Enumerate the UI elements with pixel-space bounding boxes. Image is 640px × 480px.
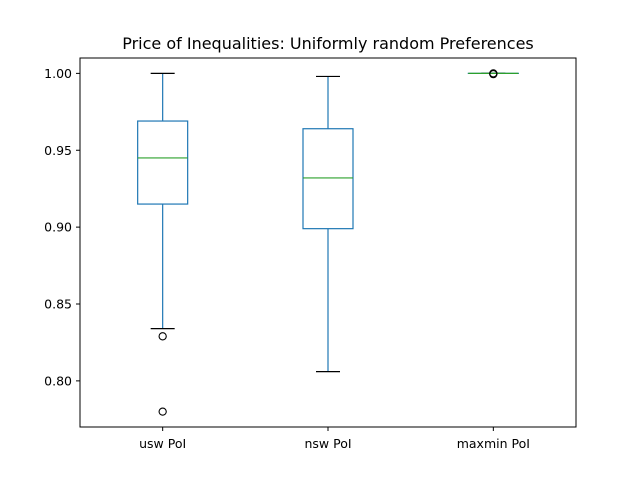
outlier-point [489,69,498,78]
x-tick-label: usw PoI [139,436,186,451]
outlier-point [158,407,167,416]
plot-frame [79,57,577,428]
y-tick-label: 1.00 [44,66,72,81]
y-tick-label: 0.95 [44,143,72,158]
y-tick-label: 0.85 [44,297,72,312]
chart-title: Price of Inequalities: Uniformly random … [122,34,534,53]
y-tick-label: 0.80 [44,373,72,388]
box-group-3 [467,69,519,79]
plot-area: 0.80 0.85 0.90 0.95 1.00 usw PoI nsw PoI maxmin… [44,66,530,451]
x-tick-label: nsw PoI [304,436,351,451]
box-group-1 [137,72,189,416]
box-iqr [137,120,189,205]
outlier-point [158,332,167,341]
x-tick-label: maxmin PoI [457,436,530,451]
box-group-2 [302,75,354,373]
box-iqr [302,128,354,230]
y-tick-label: 0.90 [44,220,72,235]
